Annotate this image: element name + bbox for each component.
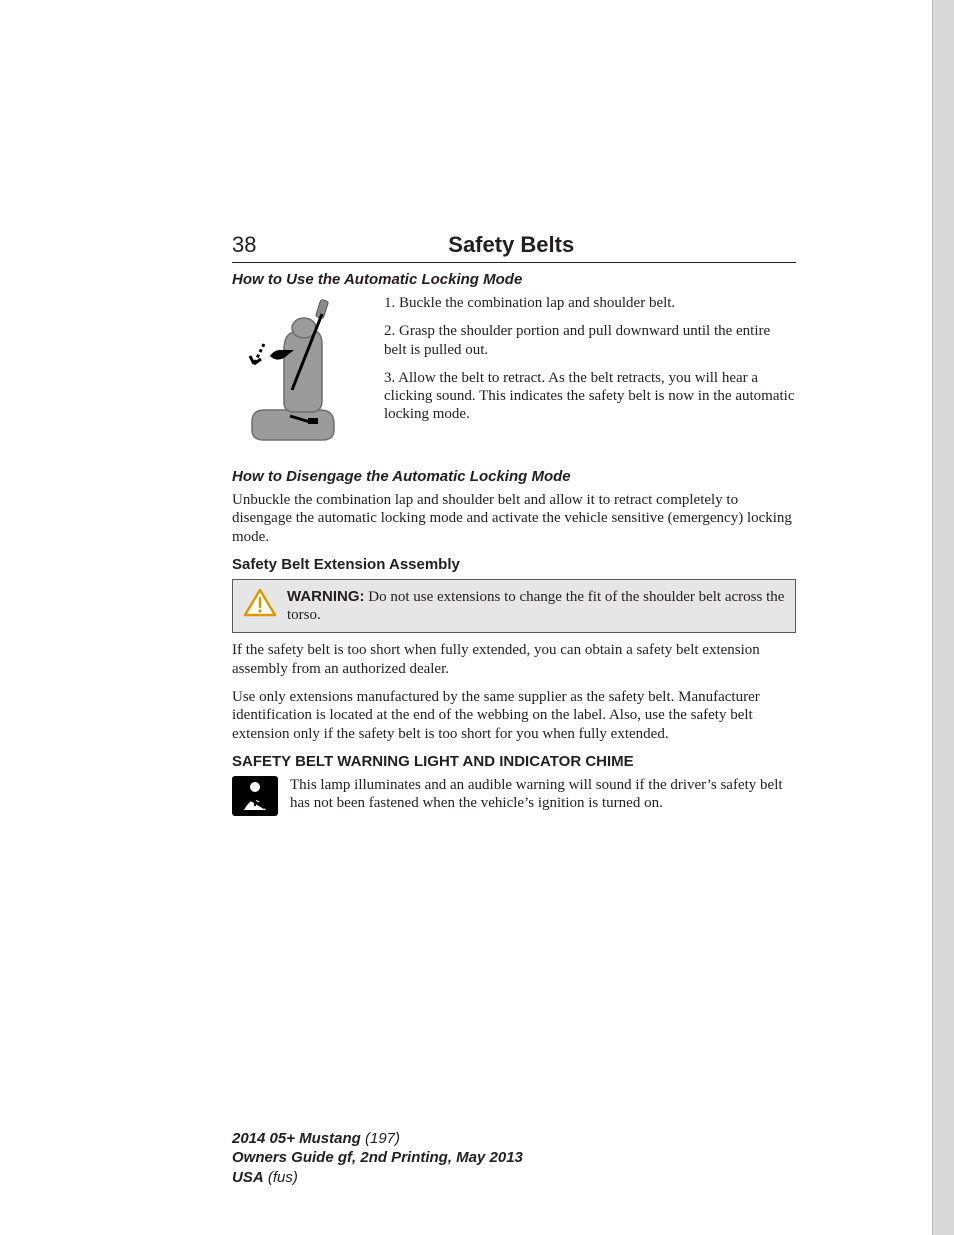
footer-code: (197) xyxy=(361,1130,400,1147)
footer-region-code: (fus) xyxy=(264,1169,298,1186)
footer-model: 2014 05+ Mustang xyxy=(232,1130,361,1147)
heading-warning-light: SAFETY BELT WARNING LIGHT AND INDICATOR … xyxy=(232,753,796,770)
warning-text: WARNING: Do not use extensions to change… xyxy=(243,588,785,625)
page-footer: 2014 05+ Mustang (197) Owners Guide gf, … xyxy=(232,1129,523,1188)
seat-belt-pull-illustration xyxy=(232,294,372,454)
chapter-title: Safety Belts xyxy=(226,232,796,258)
manual-page: 38 Safety Belts How to Use the Automatic… xyxy=(0,0,954,1235)
warning-light-body: This lamp illuminates and an audible war… xyxy=(232,776,796,813)
warning-callout: WARNING: Do not use extensions to change… xyxy=(232,579,796,634)
warning-light-block: This lamp illuminates and an audible war… xyxy=(232,776,796,816)
disengage-body: Unbuckle the combination lap and shoulde… xyxy=(232,491,796,546)
heading-disengage-auto-lock: How to Disengage the Automatic Locking M… xyxy=(232,468,796,485)
seatbelt-warning-lamp-icon xyxy=(232,776,278,816)
extension-p1: If the safety belt is too short when ful… xyxy=(232,641,796,678)
page-header: 38 Safety Belts xyxy=(232,232,796,258)
footer-line-1: 2014 05+ Mustang (197) xyxy=(232,1129,523,1149)
warning-label: WARNING: xyxy=(287,588,365,605)
heading-use-auto-lock: How to Use the Automatic Locking Mode xyxy=(232,271,796,288)
footer-line-2: Owners Guide gf, 2nd Printing, May 2013 xyxy=(232,1148,523,1168)
extension-p2: Use only extensions manufactured by the … xyxy=(232,688,796,743)
header-rule xyxy=(232,262,796,263)
footer-line-3: USA (fus) xyxy=(232,1168,523,1188)
warning-triangle-icon xyxy=(243,588,277,618)
auto-lock-block: 1. Buckle the combination lap and should… xyxy=(232,294,796,458)
heading-extension-assembly: Safety Belt Extension Assembly xyxy=(232,556,796,573)
footer-region: USA xyxy=(232,1169,264,1186)
